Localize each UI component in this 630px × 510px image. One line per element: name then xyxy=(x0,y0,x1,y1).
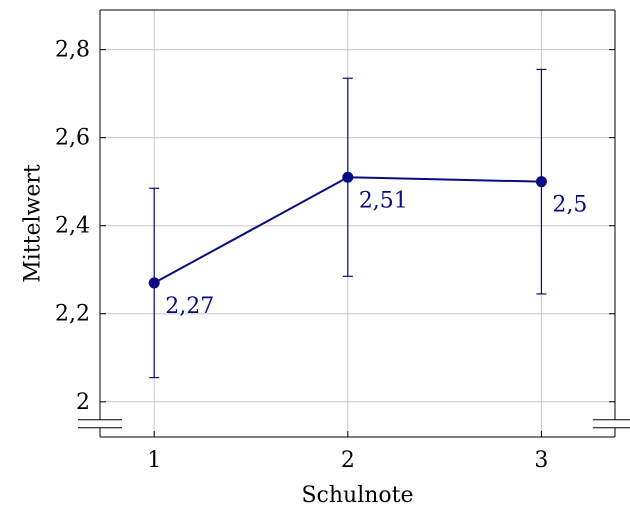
grid-lines xyxy=(100,10,615,437)
x-axis-title: Schulnote xyxy=(301,483,413,508)
x-axis-ticks: 1 2 3 xyxy=(147,431,548,473)
x-tick-label: 2 xyxy=(341,448,355,473)
data-point xyxy=(535,176,547,188)
data-label: 2,5 xyxy=(552,193,587,218)
x-tick-label: 3 xyxy=(534,448,548,473)
data-label: 2,51 xyxy=(359,188,408,213)
series-group: 2,27 2,51 2,5 xyxy=(148,68,587,379)
y-tick-label: 2,2 xyxy=(55,302,90,327)
x-tick-label: 1 xyxy=(147,448,161,473)
y-axis-title: Mittelwert xyxy=(21,164,46,283)
y-tick-label: 2 xyxy=(76,390,90,415)
y-axis-ticks: 2 2,2 2,4 2,6 2,8 xyxy=(55,38,615,415)
y-tick-label: 2,4 xyxy=(55,214,90,239)
data-label: 2,27 xyxy=(165,294,214,319)
y-tick-label: 2,6 xyxy=(55,126,90,151)
y-tick-label: 2,8 xyxy=(55,38,90,63)
data-point xyxy=(342,171,354,183)
plot-frame xyxy=(78,9,630,438)
data-point xyxy=(148,277,160,289)
